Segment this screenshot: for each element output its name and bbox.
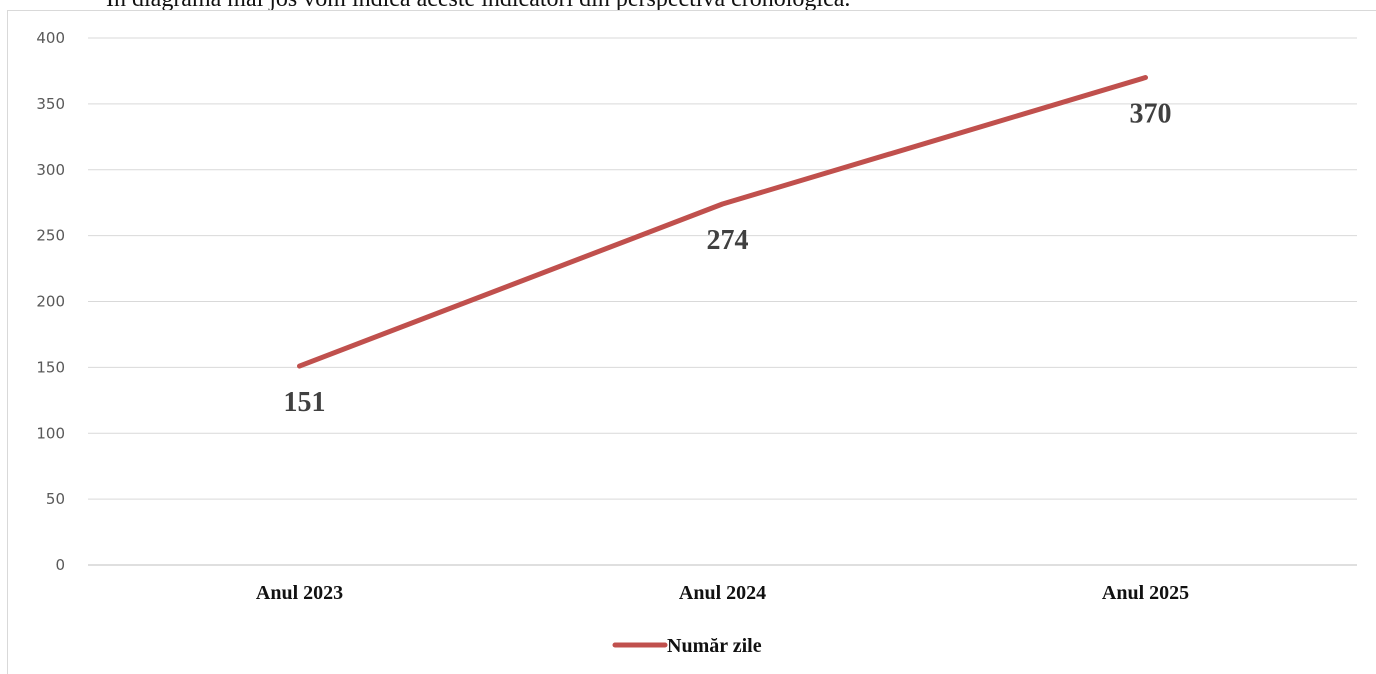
chart-border-left: [7, 10, 8, 674]
x-tick-label: Anul 2024: [679, 582, 766, 604]
y-tick-label: 50: [46, 490, 65, 508]
y-tick-label: 400: [36, 29, 65, 47]
intro-text: În diagrama mai jos vom indica aceste in…: [106, 0, 850, 13]
y-tick-label: 300: [36, 161, 65, 179]
y-tick-label: 150: [36, 358, 65, 376]
data-label: 370: [1130, 99, 1172, 130]
y-tick-label: 200: [36, 293, 65, 311]
data-label: 151: [284, 387, 326, 418]
legend: Număr zile: [612, 635, 762, 657]
y-tick-label: 250: [36, 227, 65, 245]
y-axis-ticks: 0 50 100 150 200 250 300 350 400: [36, 29, 65, 574]
x-tick-label: Anul 2025: [1102, 582, 1189, 604]
x-axis-ticks: Anul 2023 Anul 2024 Anul 2025: [256, 582, 1189, 604]
chart-border-top: [7, 10, 1376, 11]
data-label: 274: [707, 225, 749, 256]
series-line: [297, 75, 1148, 369]
y-tick-label: 350: [36, 95, 65, 113]
y-tick-label: 0: [55, 556, 65, 574]
y-tick-label: 100: [36, 424, 65, 442]
x-tick-label: Anul 2023: [256, 582, 343, 604]
data-labels: 151 274 370: [284, 99, 1172, 419]
legend-label: Număr zile: [667, 635, 762, 657]
series-lines: [297, 75, 1148, 369]
